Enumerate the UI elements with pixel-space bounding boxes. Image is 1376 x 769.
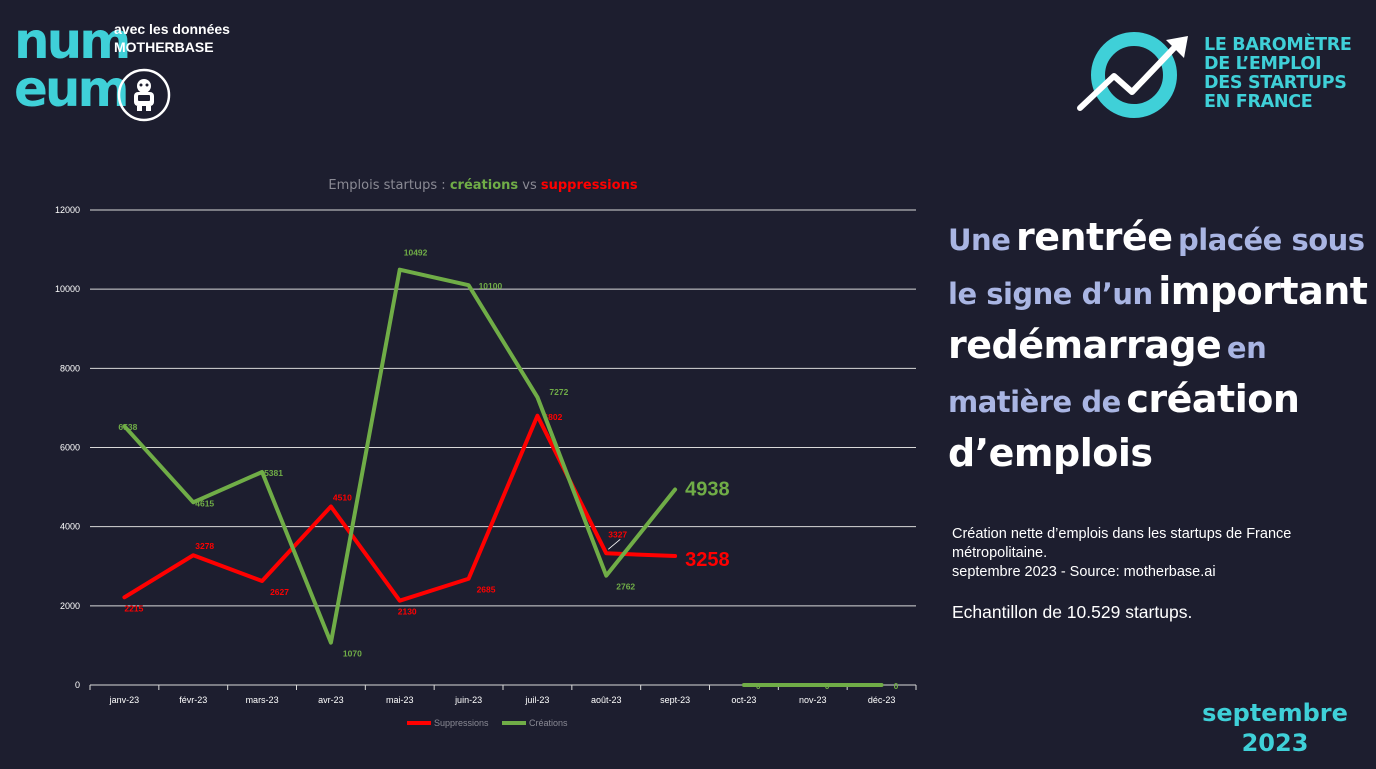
x-tick-label: déc-23 [868,695,896,705]
data-label: 2762 [616,582,635,592]
y-tick-label: 8000 [60,363,80,373]
x-tick-label: juil-23 [524,695,549,705]
numeum-logo: num eum [14,16,131,124]
data-label-highlight: 4938 [685,479,730,501]
headline-line-5: d’emplois [948,426,1368,480]
data-label: 10100 [479,281,503,291]
y-tick-label: 0 [75,680,80,690]
data-label: 2685 [477,585,496,595]
x-tick-label: mai-23 [386,695,414,705]
date-badge: septembre 2023 [1190,698,1360,758]
date-year: 2023 [1241,729,1309,757]
description-line-3: septembre 2023 - Source: motherbase.ai [952,564,1216,580]
chart-title: Emplois startups : créations vs suppress… [0,178,966,193]
chart-title-suppressions: suppressions [540,178,638,193]
headline-word-emphasis: redémarrage [948,323,1222,367]
headline-word-emphasis: d’emplois [948,431,1153,475]
x-tick-label: avr-23 [318,695,344,705]
legend-label: Suppressions [434,718,489,728]
x-tick-label: nov-23 [799,695,827,705]
label-leader-line [607,538,621,550]
x-tick-label: févr-23 [179,695,207,705]
headline-word: en [1226,331,1267,365]
x-tick-label: août-23 [591,695,622,705]
chart-title-vs: vs [518,178,541,193]
barometer-title: LE BAROMÈTRE DE L’EMPLOI DES STARTUPS EN… [1204,36,1352,112]
data-label-highlight: 3258 [685,549,730,571]
source-description: Création nette d’emplois dans les startu… [952,525,1352,582]
x-tick-label: janv-23 [109,695,140,705]
line-chart: 0 2000 4000 6000 8000 10000 12000 janv-23 févr-2… [55,205,917,728]
motherbase-robot-icon [117,68,171,122]
barometer-line-1: LE BAROMÈTRE [1204,35,1352,55]
description-line-1: Création nette d’emplois dans les startu… [952,526,1292,542]
data-label: 3327 [608,529,627,539]
y-tick-label: 10000 [55,284,80,294]
logo-word-top: num [14,12,131,70]
data-label: 2130 [398,607,417,617]
chart-title-prefix: Emplois startups : [328,178,450,193]
data-label: 5381 [264,468,283,478]
headline-word: placée sous [1178,223,1365,257]
partner-line-2: MOTHERBASE [114,39,214,55]
headline-line-4: matière de création [948,372,1368,426]
chart-title-creations: créations [449,178,519,193]
data-label: 6802 [543,412,562,422]
headline-line-2: le signe d’un important [948,264,1368,318]
y-tick-label: 12000 [55,205,80,215]
data-label: 4615 [195,498,214,508]
headline: Une rentrée placée sous le signe d’un im… [948,210,1368,480]
legend-label: Créations [529,718,568,728]
data-label: 1070 [343,649,362,659]
data-label: 7272 [549,387,568,397]
data-label: 4510 [333,492,352,502]
barometer-line-4: EN FRANCE [1204,92,1313,112]
partner-line-1: avec les données [114,21,230,37]
x-tick-label: juin-23 [454,695,482,705]
headline-word-emphasis: création [1126,377,1300,421]
headline-word-emphasis: important [1158,269,1368,313]
headline-line-1: Une rentrée placée sous [948,210,1368,264]
series-line-créations [122,267,678,645]
headline-word-emphasis: rentrée [1015,215,1173,259]
y-tick-label: 6000 [60,443,80,453]
barometer-line-3: DES STARTUPS [1204,73,1347,93]
y-tick-label: 2000 [60,601,80,611]
y-tick-label: 4000 [60,522,80,532]
barometer-line-2: DE L’EMPLOI [1204,54,1322,74]
x-tick-label: sept-23 [660,695,690,705]
date-month: septembre [1202,699,1348,727]
partner-text: avec les données MOTHERBASE [114,20,230,56]
data-label: 10492 [404,248,428,258]
data-label: 2215 [124,603,143,613]
headline-word: le signe d’un [948,277,1153,311]
data-label: 0 [894,681,899,691]
data-label: 6538 [118,422,137,432]
data-label: 3278 [195,541,214,551]
barometer-trend-icon [1077,32,1188,118]
headline-word: Une [948,223,1011,257]
sample-size-text: Echantillon de 10.529 startups. [952,602,1193,622]
headline-line-3: redémarrage en [948,318,1368,372]
logo-word-bottom: eum [14,60,130,118]
data-label: 2627 [270,587,289,597]
description-line-2: métropolitaine. [952,545,1048,561]
x-tick-label: oct-23 [731,695,756,705]
headline-word: matière de [948,385,1121,419]
series-line-suppressions [122,413,678,603]
data-label: 0 [756,681,761,691]
x-tick-label: mars-23 [246,695,279,705]
data-label: 0 [825,681,830,691]
